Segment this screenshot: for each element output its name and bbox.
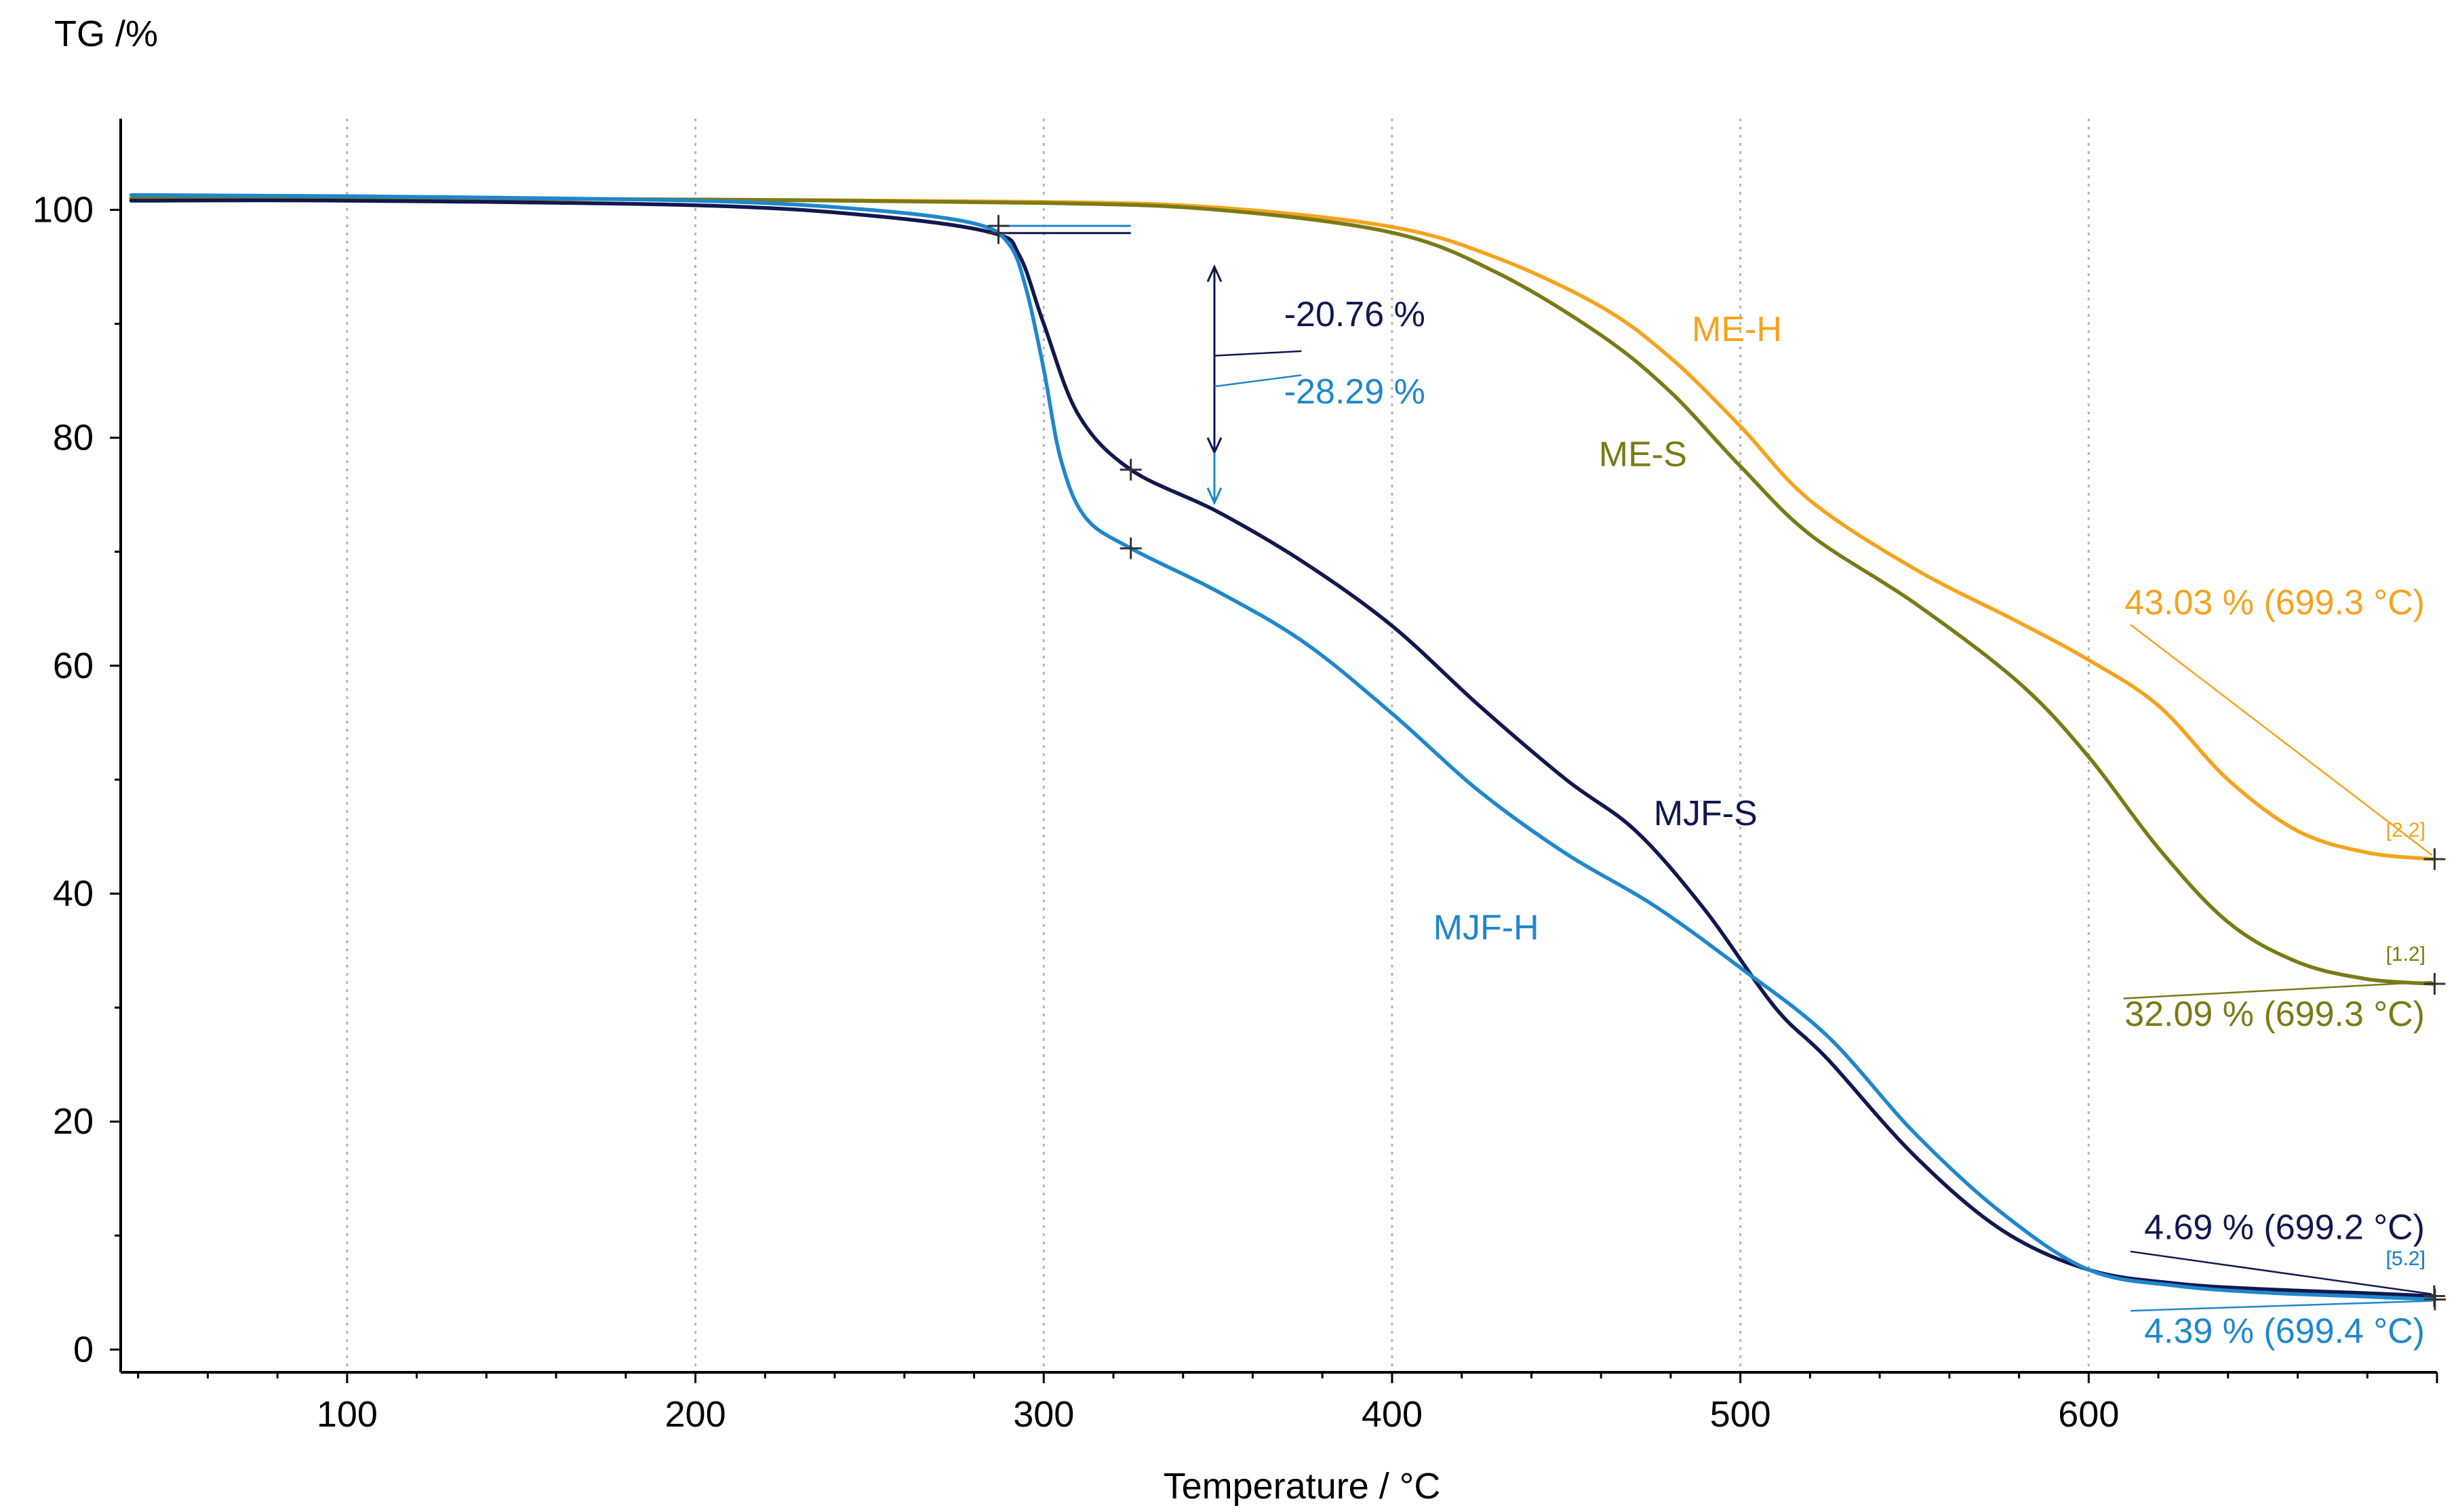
step-arrowhead-bottom [1206,487,1223,506]
end-marker-label-2: [5.2] [2386,1248,2425,1270]
y-tick-label-20: 20 [53,1101,94,1142]
y-tick-label-60: 60 [53,645,94,686]
x-tick-label-400: 400 [1362,1394,1423,1435]
y-tick-label-0: 0 [73,1329,94,1370]
x-axis-title: Temperature / °C [1164,1466,1441,1507]
end-marker-1 [2423,972,2446,995]
y-tick-label-100: 100 [33,189,94,230]
series-line-me-s [129,196,2437,986]
end-marker-3 [2423,1288,2446,1311]
end-label-2: 4.69 % (699.2 °C) [2144,1208,2425,1247]
step-label-mjf-s: -20.76 % [1284,295,1425,334]
curve-label-mjf-s: MJF-S [1654,794,1758,833]
end-label-1: 32.09 % (699.3 °C) [2124,995,2425,1034]
end-leader-2 [2130,1250,2432,1295]
series-line-mjf-h [129,193,2437,1302]
x-tick-label-600: 600 [2058,1394,2119,1435]
step-start-marker-1 [987,215,1010,237]
series-layer [129,193,2437,1302]
end-marker-label-0: [2.2] [2386,819,2425,841]
x-tick-label-500: 500 [1710,1394,1771,1435]
y-tick-label-40: 40 [53,873,94,914]
curve-label-me-h: ME-H [1692,310,1782,349]
step-arrowhead-mid [1206,437,1223,456]
curve-label-mjf-h: MJF-H [1433,908,1539,947]
end-label-3: 4.39 % (699.4 °C) [2144,1311,2425,1351]
curve-label-me-s: ME-S [1599,435,1687,475]
y-axis-title: TG /% [54,14,158,54]
end-label-0: 43.03 % (699.3 °C) [2124,583,2425,622]
end-leader-1 [2123,980,2432,999]
step-leader-1 [1214,374,1302,388]
grid-layer [346,119,2090,1372]
end-marker-label-1: [1.2] [2386,943,2425,966]
step-end-marker-1 [1120,537,1142,559]
y-tick-label-80: 80 [53,418,94,458]
end-leader-0 [2130,624,2433,856]
x-tick-label-100: 100 [317,1394,378,1435]
step-arrowhead-top [1206,264,1223,283]
x-tick-label-300: 300 [1013,1394,1074,1435]
annotation-layer: -20.76 % -28.29 % ME-H ME-S MJF-S MJF-H 43.03 … [987,215,2446,1351]
end-marker-label-3: [5.2] [2386,1248,2425,1270]
step-leader-0 [1214,350,1302,357]
end-leader-3 [2130,1300,2432,1312]
axes-layer: 100 200 300 400 500 600 0 20 40 60 80 100 [33,119,2438,1435]
end-marker-0 [2423,848,2446,871]
x-tick-label-200: 200 [665,1394,726,1435]
step-end-marker-0 [1120,458,1142,481]
step-label-mjf-h: -28.29 % [1284,372,1425,412]
series-line-mjf-s [129,198,2436,1298]
